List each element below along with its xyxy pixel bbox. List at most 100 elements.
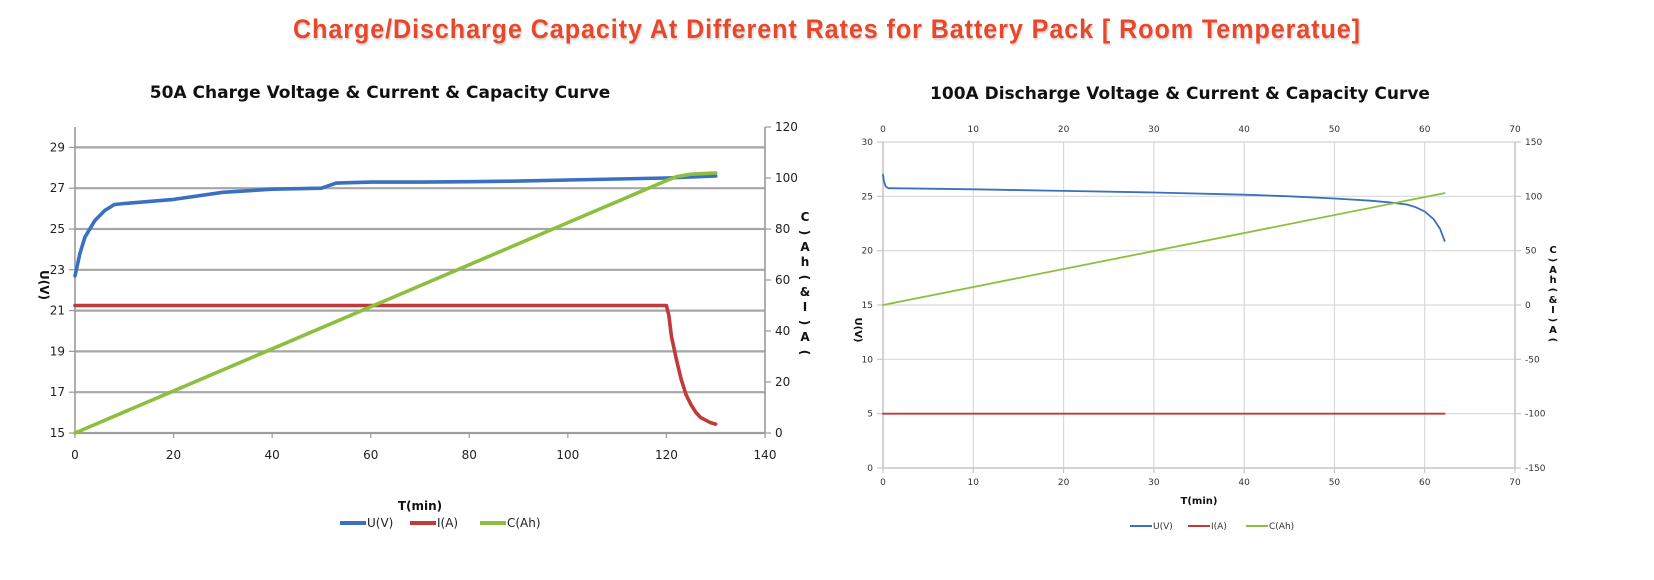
- x-tick-label: 50: [1329, 478, 1341, 488]
- y2-tick-label: -100: [1525, 410, 1546, 420]
- y-tick-label: 23: [50, 263, 65, 277]
- axis-title-text: C (Ah) &I (A): [1548, 245, 1559, 342]
- y-tick-label: 0: [867, 464, 873, 474]
- x-top-tick-label: 10: [968, 125, 980, 135]
- y-axis-title-text: U(V): [852, 318, 863, 343]
- y-tick-label: 27: [50, 181, 65, 195]
- y-tick-label: 19: [50, 344, 65, 358]
- x-tick-label: 30: [1148, 478, 1160, 488]
- series-line-0: [73, 174, 718, 278]
- y2-tick-label: 100: [1525, 192, 1542, 202]
- x-tick-label: 0: [71, 448, 79, 462]
- legend-label: U(V): [1153, 522, 1173, 532]
- axis-title-char: (: [798, 320, 812, 325]
- axis-title-char: (: [1548, 258, 1559, 263]
- axis-title-char: (: [1548, 318, 1559, 323]
- y2-tick-label: 50: [1525, 247, 1537, 257]
- series-line-2: [882, 192, 1446, 306]
- y2-tick-label: 80: [775, 222, 790, 236]
- y-tick-label: 15: [862, 301, 873, 311]
- legend-label: U(V): [367, 516, 393, 530]
- axis-title-text: C (Ah) &I (A): [798, 210, 812, 355]
- x-tick-label: 10: [968, 478, 980, 488]
- series-line-0: [882, 173, 1446, 242]
- x-tick-label: 0: [880, 478, 886, 488]
- series-lines: [73, 171, 718, 435]
- legend: U(V) I(A) C(Ah): [1130, 522, 1294, 532]
- axis-title-char: ): [1548, 288, 1559, 293]
- axis-title-char: A: [1549, 325, 1557, 336]
- y2-tick-label: 20: [775, 375, 790, 389]
- legend-label: I(A): [437, 516, 458, 530]
- axis-title-char: I: [803, 300, 807, 314]
- y-tick-label: 21: [50, 304, 65, 318]
- axis-title-char: &: [800, 285, 810, 299]
- x-top-tick-label: 40: [1238, 125, 1250, 135]
- y2-tick-label: -150: [1525, 464, 1546, 474]
- legend-item: I(A): [410, 516, 458, 530]
- legend-item: U(V): [340, 516, 393, 530]
- x-top-tick-label: 70: [1509, 125, 1521, 135]
- axis-title-char: h: [801, 255, 810, 269]
- legend-item: U(V): [1130, 522, 1173, 532]
- x-top-tick-label: 30: [1148, 125, 1160, 135]
- x-tick-label: 140: [754, 448, 777, 462]
- y-axis-label: U(V): [37, 270, 51, 300]
- legend-label: I(A): [1211, 522, 1227, 532]
- chart-title: 50A Charge Voltage & Current & Capacity …: [150, 83, 610, 103]
- x-tick-label: 120: [655, 448, 678, 462]
- x-tick-label: 70: [1509, 478, 1521, 488]
- x-tick-label: 40: [1238, 478, 1250, 488]
- charge-chart: 50A Charge Voltage & Current & Capacity …: [37, 83, 812, 530]
- y2-tick-label: 60: [775, 273, 790, 287]
- x-tick-label: 20: [1058, 478, 1070, 488]
- y-tick-label: 25: [50, 222, 65, 236]
- y-tick-label: 29: [50, 140, 65, 154]
- series-line-1: [73, 303, 718, 426]
- discharge-chart: 100A Discharge Voltage & Current & Capac…: [852, 84, 1559, 532]
- y2-tick-label: 100: [775, 171, 798, 185]
- x-axis-label: T(min): [398, 499, 442, 513]
- x-tick-label: 20: [166, 448, 181, 462]
- axis-title-char: ): [798, 275, 812, 280]
- y-axis-title: U(V): [852, 318, 863, 343]
- y-tick-label: 10: [862, 355, 874, 365]
- y-axis-title: U(V): [37, 270, 51, 300]
- x-axis-label: T(min): [1181, 496, 1218, 507]
- tick-labels: 051015202530-150-100-5005010015000101020…: [862, 125, 1546, 488]
- x-tick-label: 60: [1419, 478, 1431, 488]
- y-tick-label: 15: [50, 426, 65, 440]
- grid-lines: [882, 141, 1516, 469]
- axis-title-char: ): [1548, 338, 1559, 343]
- legend-item: C(Ah): [480, 516, 541, 530]
- legend-item: C(Ah): [1246, 522, 1294, 532]
- series-line-2: [73, 171, 718, 435]
- chart-title: 100A Discharge Voltage & Current & Capac…: [930, 84, 1430, 104]
- y2-axis-label: C (Ah) &I (A): [1548, 245, 1559, 342]
- axis-title-char: C: [1549, 245, 1556, 256]
- legend-item: I(A): [1188, 522, 1227, 532]
- axes: [69, 126, 771, 438]
- y2-tick-label: 120: [775, 120, 798, 134]
- series-lines: [882, 173, 1446, 415]
- axis-title-char: (: [798, 230, 812, 235]
- axis-title-char: &: [1549, 295, 1558, 306]
- y2-tick-label: 0: [775, 426, 783, 440]
- tick-labels: 15 17 19 21 23 25 27 29 0 20 40 60 80 100 120 0 20 40 60 80…: [50, 120, 798, 462]
- x-tick-label: 40: [265, 448, 280, 462]
- legend-label: C(Ah): [1269, 522, 1294, 532]
- y-tick-label: 17: [50, 385, 65, 399]
- y-axis-title-text: U(V): [37, 270, 51, 300]
- x-tick-label: 60: [363, 448, 378, 462]
- x-top-tick-label: 50: [1329, 125, 1341, 135]
- y2-axis-label: C (Ah) &I (A): [798, 210, 812, 355]
- axis-title-char: I: [1551, 305, 1555, 316]
- legend: U(V) I(A) C(Ah): [340, 516, 541, 530]
- y-axis-label: U(V): [852, 318, 863, 343]
- y-tick-label: 5: [867, 410, 873, 420]
- axis-title-char: A: [800, 240, 810, 254]
- y2-tick-label: -50: [1525, 355, 1540, 365]
- axis-title-char: A: [1549, 265, 1557, 276]
- axis-title-char: C: [801, 210, 810, 224]
- x-top-tick-label: 0: [880, 125, 886, 135]
